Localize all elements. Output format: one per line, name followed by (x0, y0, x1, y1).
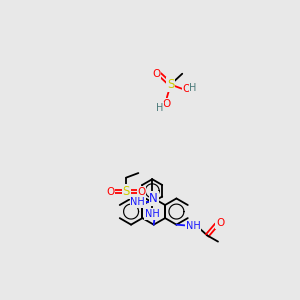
Text: H: H (156, 103, 164, 112)
Text: S: S (122, 185, 130, 198)
Text: NH: NH (130, 197, 145, 207)
Text: NH: NH (145, 209, 160, 219)
Text: N: N (149, 192, 158, 205)
Text: O: O (183, 84, 191, 94)
Text: O: O (152, 69, 160, 79)
Text: O: O (216, 218, 224, 228)
Text: S: S (167, 78, 174, 91)
Text: O: O (106, 187, 115, 196)
Text: O: O (163, 99, 171, 109)
Text: H: H (189, 83, 197, 93)
Text: O: O (137, 187, 146, 196)
Text: NH: NH (186, 221, 201, 231)
